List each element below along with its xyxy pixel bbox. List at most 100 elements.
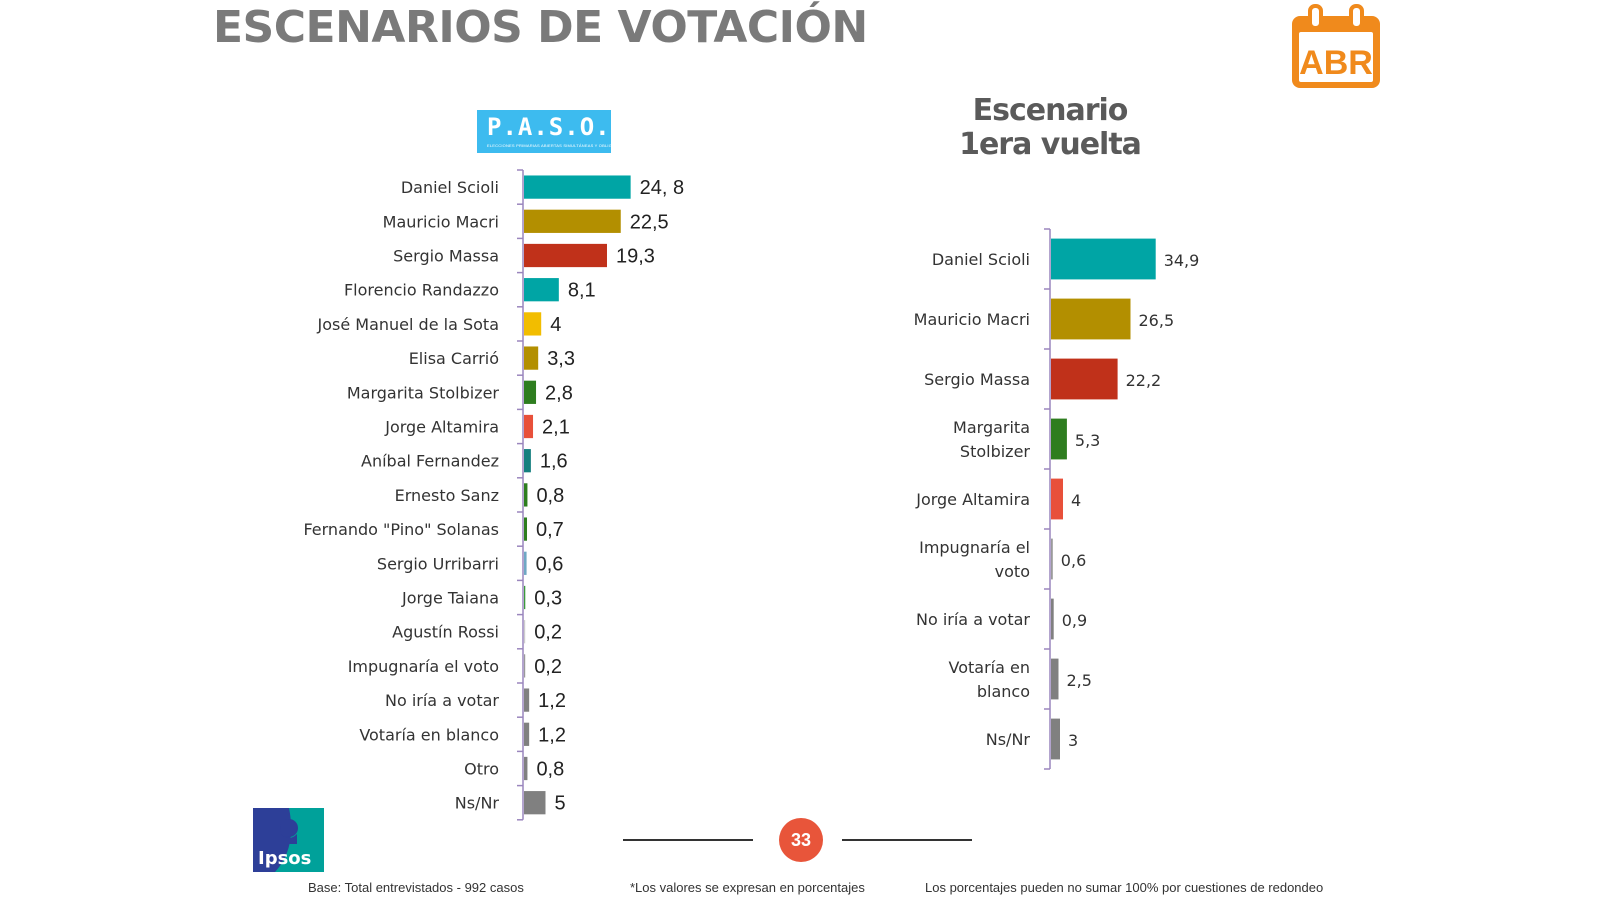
category-label: Ns/Nr	[986, 730, 1031, 749]
value-label: 2,8	[545, 382, 573, 404]
category-label: Impugnaría el voto	[348, 657, 499, 676]
category-label: blanco	[977, 682, 1030, 701]
value-label: 0,8	[536, 759, 564, 781]
ipsos-logo-text: Ipsos	[258, 848, 311, 869]
paso-logo-subtext: ELECCIONES PRIMARIAS ABIERTAS SIMULTÁNEA…	[487, 143, 631, 148]
divider-right	[842, 839, 972, 841]
category-label: Mauricio Macri	[914, 310, 1030, 329]
bar-3	[524, 278, 559, 302]
ipsos-logo: Ipsos	[253, 808, 324, 872]
category-label: Jorge Altamira	[915, 490, 1030, 509]
value-label: 0,2	[534, 656, 562, 678]
scenario-title: Escenario 1era vuelta	[930, 94, 1170, 162]
bar-7	[1051, 658, 1059, 700]
value-label: 0,8	[536, 485, 564, 507]
category-label: Margarita Stolbizer	[347, 383, 500, 402]
bar-3	[1051, 418, 1067, 460]
category-label: Aníbal Fernandez	[361, 452, 499, 471]
month-badge: ABR	[1299, 44, 1373, 82]
bar-9	[524, 483, 528, 507]
category-label: Florencio Randazzo	[344, 281, 499, 300]
footer-note-values: *Los valores se expresan en porcentajes	[630, 880, 865, 895]
value-label: 4	[1071, 491, 1081, 510]
value-label: 3	[1068, 731, 1078, 750]
value-label: 0,6	[1061, 551, 1086, 570]
bar-11	[524, 551, 527, 575]
category-label: Votaría en	[949, 658, 1030, 677]
bar-1	[524, 209, 621, 233]
value-label: 34,9	[1164, 251, 1200, 270]
calendar-icon: ABR	[1292, 4, 1380, 88]
category-label: José Manuel de la Sota	[317, 315, 499, 334]
value-label: 0,9	[1062, 611, 1087, 630]
category-label: Sergio Massa	[393, 247, 499, 266]
footer-base: Base: Total entrevistados - 992 casos	[308, 880, 524, 895]
bar-17	[524, 756, 528, 781]
bar-8	[524, 449, 531, 473]
value-label: 19,3	[616, 246, 655, 268]
bar-16	[524, 722, 530, 746]
bar-2	[524, 243, 607, 268]
bar-2	[1051, 358, 1118, 400]
bar-1	[1051, 298, 1131, 340]
category-label: Jorge Taiana	[401, 589, 499, 608]
category-label: Elisa Carrió	[409, 349, 499, 368]
page-title: ESCENARIOS DE VOTACIÓN	[213, 2, 868, 53]
category-label: Ernesto Sanz	[395, 486, 499, 505]
category-label: voto	[995, 562, 1030, 581]
bar-18	[524, 791, 546, 815]
value-label: 2,5	[1067, 671, 1092, 690]
bar-4	[524, 312, 542, 336]
category-label: Daniel Scioli	[401, 178, 499, 197]
category-label: Sergio Urribarri	[377, 554, 499, 573]
value-label: 0,7	[536, 519, 564, 541]
value-label: 0,2	[534, 622, 562, 644]
value-label: 24, 8	[640, 177, 684, 199]
value-label: 1,2	[538, 690, 566, 712]
category-label: No iría a votar	[385, 691, 499, 710]
bar-10	[524, 517, 528, 541]
bar-6	[524, 380, 537, 404]
category-label: Votaría en blanco	[359, 725, 499, 744]
paso-logo: P.A.S.O. ELECCIONES PRIMARIAS ABIERTAS S…	[477, 110, 630, 153]
bar-15	[524, 688, 530, 712]
value-label: 0,6	[536, 553, 564, 575]
value-label: 0,3	[534, 588, 562, 610]
bar-14	[524, 654, 526, 678]
category-label: Margarita	[953, 418, 1030, 437]
value-label: 4	[550, 314, 561, 336]
value-label: 22,5	[630, 211, 669, 233]
value-label: 5,3	[1075, 431, 1100, 450]
scenario-title-line2: 1era vuelta	[959, 127, 1142, 162]
bar-12	[524, 585, 526, 610]
category-label: Daniel Scioli	[932, 250, 1030, 269]
value-label: 2,1	[542, 417, 570, 439]
bar-8	[1051, 718, 1060, 760]
category-label: No iría a votar	[916, 610, 1030, 629]
category-label: Impugnaría el	[919, 538, 1030, 557]
category-label: Fernando "Pino" Solanas	[303, 520, 499, 539]
category-label: Stolbizer	[960, 442, 1031, 461]
bar-0	[1051, 238, 1156, 280]
value-label: 1,6	[540, 451, 568, 473]
category-label: Otro	[464, 760, 499, 779]
bar-0	[524, 175, 631, 199]
bar-5	[1051, 538, 1053, 580]
value-label: 8,1	[568, 280, 596, 302]
bar-7	[524, 414, 534, 439]
value-label: 3,3	[547, 348, 575, 370]
scenario-title-line1: Escenario	[972, 93, 1129, 128]
paso-logo-text: P.A.S.O.	[487, 113, 611, 141]
category-label: Agustín Rossi	[392, 623, 499, 642]
bar-4	[1051, 478, 1063, 520]
footer-note-rounding: Los porcentajes pueden no sumar 100% por…	[925, 880, 1324, 895]
bar-6	[1051, 598, 1054, 640]
bar-5	[524, 346, 539, 370]
divider-left	[623, 839, 753, 841]
page-number: 33	[779, 818, 823, 862]
value-label: 26,5	[1139, 311, 1175, 330]
category-label: Ns/Nr	[455, 794, 500, 813]
value-label: 1,2	[538, 724, 566, 746]
